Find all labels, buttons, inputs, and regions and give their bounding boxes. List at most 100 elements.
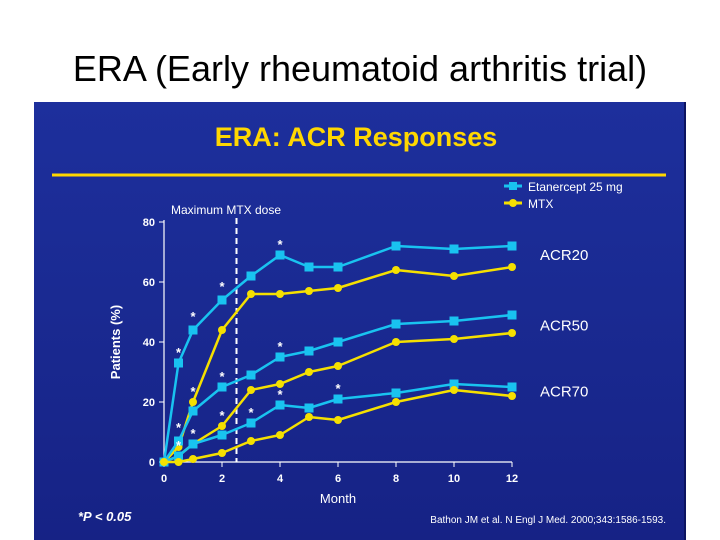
data-point	[508, 329, 516, 337]
y-tick-label: 60	[143, 277, 155, 289]
significance-mark: *	[277, 237, 283, 252]
data-point	[507, 310, 517, 320]
significance-mark: *	[176, 420, 182, 435]
group-label-acr70: ACR70	[540, 384, 588, 401]
data-point	[508, 392, 516, 400]
x-tick-label: 2	[219, 473, 225, 485]
data-point	[246, 418, 256, 428]
data-point	[391, 388, 401, 398]
data-point	[189, 455, 197, 463]
data-point	[217, 430, 227, 440]
chart-title: ERA: ACR Responses	[215, 122, 498, 152]
data-point	[247, 437, 255, 445]
x-tick-label: 0	[161, 473, 167, 485]
data-point	[304, 262, 314, 272]
x-tick-label: 8	[393, 473, 399, 485]
series-acr70-mtx	[160, 386, 516, 466]
data-point	[333, 262, 343, 272]
data-point	[305, 368, 313, 376]
data-point	[218, 422, 226, 430]
data-point	[174, 436, 183, 446]
significance-mark: *	[176, 345, 182, 360]
significance-mark: *	[190, 426, 196, 441]
data-point	[507, 382, 517, 392]
series-acr70-etanercept	[159, 379, 517, 467]
data-point	[218, 326, 226, 334]
data-point	[450, 335, 458, 343]
significance-mark: *	[190, 384, 196, 399]
data-point	[247, 290, 255, 298]
data-point	[391, 241, 401, 251]
significance-mark: *	[277, 339, 283, 354]
significance-mark: *	[176, 438, 182, 453]
data-point	[334, 284, 342, 292]
data-point	[217, 382, 227, 392]
data-point	[392, 266, 400, 274]
data-point	[174, 451, 183, 461]
significance-mark: *	[277, 387, 283, 402]
chart-panel: ERA: ACR Responses Etanercept 25 mg MTX …	[34, 102, 684, 540]
significance-mark: *	[190, 309, 196, 324]
data-point	[247, 386, 255, 394]
data-point	[189, 398, 197, 406]
data-point	[275, 400, 285, 410]
group-label-acr20: ACR20	[540, 247, 588, 264]
plot-area: 0 20 40 60 80 0 2 4 6 8 10 12 ACR20 ACR50 ACR70 * * * * * * *…	[143, 217, 589, 485]
y-axis-label: Patients (%)	[108, 305, 123, 379]
slide-title: ERA (Early rheumatoid arthritis trial)	[72, 48, 648, 89]
data-point	[305, 287, 313, 295]
data-point	[188, 325, 198, 335]
legend-etanercept-marker	[509, 182, 517, 190]
significance-mark: *	[335, 381, 341, 396]
footnote: *P < 0.05	[78, 509, 132, 524]
data-point	[334, 416, 342, 424]
significance-mark: *	[219, 369, 225, 384]
data-point	[217, 295, 227, 305]
data-point	[449, 244, 459, 254]
x-tick-label: 6	[335, 473, 341, 485]
data-point	[174, 358, 183, 368]
data-point	[276, 380, 284, 388]
data-point	[449, 379, 459, 389]
acr-response-chart: ERA: ACR Responses Etanercept 25 mg MTX …	[52, 122, 666, 526]
significance-mark: *	[219, 279, 225, 294]
max-mtx-dose-label: Maximum MTX dose	[171, 203, 281, 217]
data-point	[508, 263, 516, 271]
data-point	[276, 431, 284, 439]
x-tick-label: 10	[448, 473, 460, 485]
data-point	[246, 271, 256, 281]
x-axis-label: Month	[320, 491, 356, 506]
significance-mark: *	[248, 405, 254, 420]
data-point	[174, 458, 183, 466]
data-point	[275, 352, 285, 362]
data-point	[507, 241, 517, 251]
y-tick-label: 40	[143, 337, 155, 349]
data-point	[246, 370, 256, 380]
data-point	[333, 394, 343, 404]
data-point	[392, 338, 400, 346]
data-point	[392, 398, 400, 406]
data-point	[304, 403, 314, 413]
y-tick-label: 80	[143, 217, 155, 229]
x-tick-label: 4	[277, 473, 284, 485]
data-point	[218, 449, 226, 457]
data-point	[275, 250, 285, 260]
legend-etanercept-label: Etanercept 25 mg	[528, 180, 623, 194]
data-point	[333, 337, 343, 347]
data-point	[449, 316, 459, 326]
y-tick-label: 20	[143, 397, 155, 409]
data-point	[334, 362, 342, 370]
legend-mtx-marker	[509, 199, 517, 207]
data-point	[160, 458, 168, 466]
data-point	[450, 272, 458, 280]
x-tick-label: 12	[506, 473, 518, 485]
data-point	[450, 386, 458, 394]
series-acr20-etanercept	[159, 241, 517, 467]
data-point	[305, 413, 313, 421]
legend-mtx-label: MTX	[528, 197, 553, 211]
data-point	[276, 290, 284, 298]
group-label-acr50: ACR50	[540, 318, 588, 335]
data-point	[304, 346, 314, 356]
citation: Bathon JM et al. N Engl J Med. 2000;343:…	[430, 515, 666, 526]
data-point	[188, 406, 198, 416]
